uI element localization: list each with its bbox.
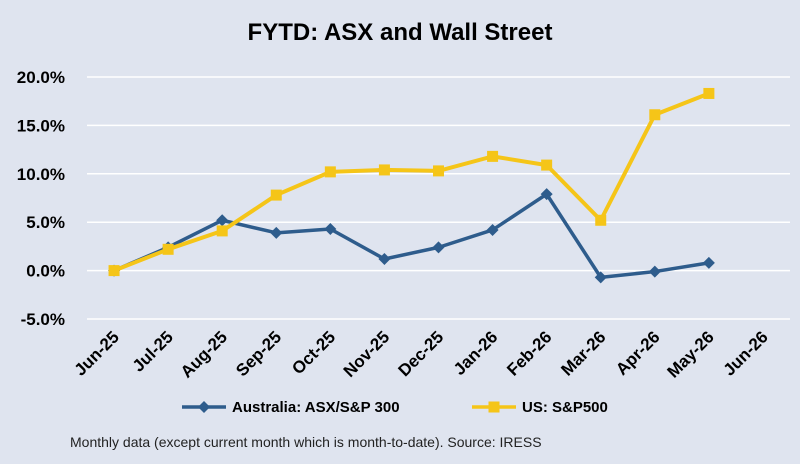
series-lines [108, 87, 715, 284]
data-point-marker [378, 252, 391, 265]
legend-label: US: S&P500 [522, 399, 608, 416]
data-point-marker [378, 164, 390, 176]
data-point-marker [648, 265, 661, 278]
legend-marker [198, 401, 210, 413]
data-point-marker [541, 159, 553, 171]
data-point-marker [486, 223, 499, 236]
data-point-marker [649, 109, 661, 121]
data-point-marker [487, 150, 499, 162]
chart-title: FYTD: ASX and Wall Street [248, 19, 553, 46]
y-tick-label: -5.0% [21, 310, 65, 329]
y-axis-ticks: 20.0% 15.0% 10.0% 5.0% 0.0% -5.0% [17, 68, 65, 329]
y-tick-label: 20.0% [17, 68, 65, 87]
legend-marker [488, 401, 500, 413]
series-line [113, 91, 710, 273]
data-point-marker [594, 271, 607, 284]
y-tick-label: 15.0% [17, 116, 65, 135]
data-point-marker [324, 222, 337, 235]
data-point-marker [108, 265, 120, 277]
y-tick-label: 0.0% [26, 262, 65, 281]
data-point-marker [270, 189, 282, 201]
series-line [113, 192, 710, 280]
legend-entry: Australia: ASX/S&P 300 [182, 399, 400, 416]
footnote: Monthly data (except current month which… [70, 434, 542, 450]
series-us [108, 87, 715, 277]
data-point-marker [216, 225, 228, 237]
data-point-marker [433, 165, 444, 177]
legend: Australia: ASX/S&P 300 US: S&P500 [182, 399, 608, 416]
legend-label: Australia: ASX/S&P 300 [232, 399, 400, 416]
y-tick-label: 10.0% [17, 165, 65, 184]
data-point-marker [432, 241, 445, 254]
data-point-marker [216, 214, 229, 227]
legend-entry: US: S&P500 [472, 399, 608, 416]
y-tick-label: 5.0% [26, 213, 65, 232]
data-point-marker [595, 214, 607, 226]
data-point-marker [324, 166, 336, 178]
data-point-marker [270, 226, 283, 239]
data-point-marker [702, 256, 715, 269]
data-point-marker [162, 243, 174, 255]
data-point-marker [540, 188, 553, 201]
data-point-marker [703, 87, 715, 99]
